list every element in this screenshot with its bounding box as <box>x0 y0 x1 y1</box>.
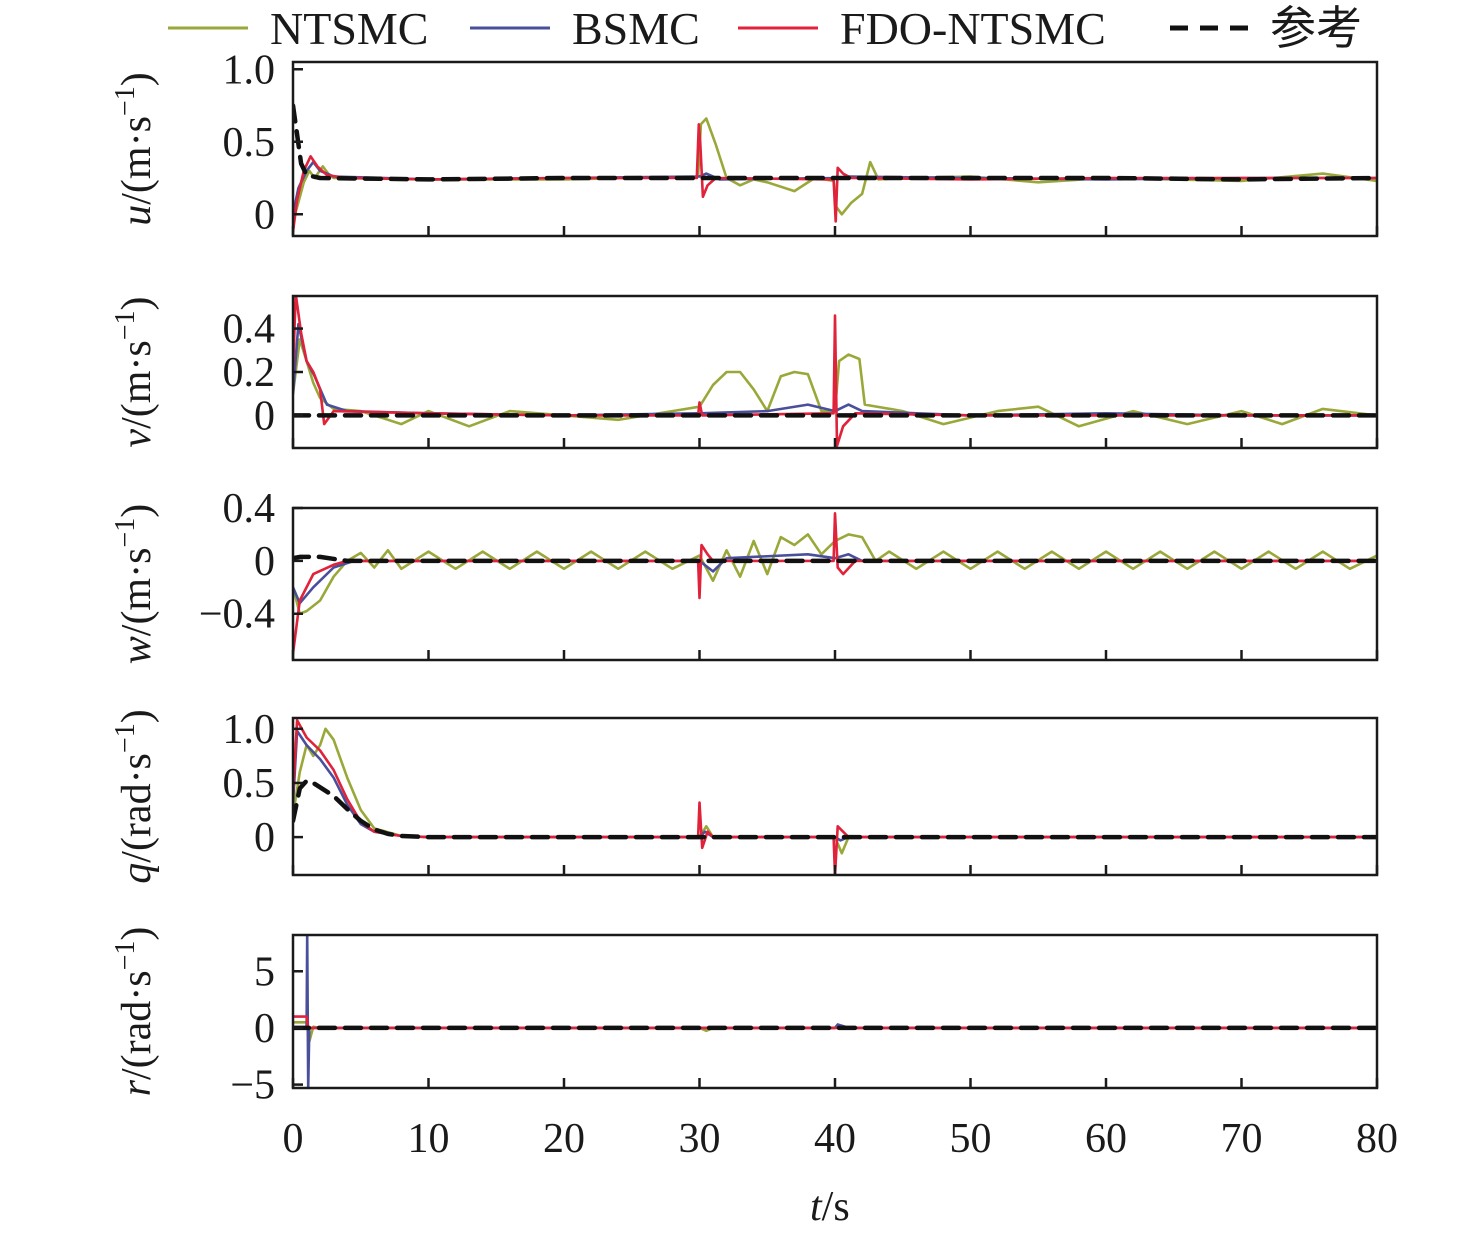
y-tick-label: 1.0 <box>223 707 276 753</box>
x-tick-label: 0 <box>283 1116 304 1162</box>
y-axis-label-sup: −1 <box>110 310 141 340</box>
y-tick-label: 0.4 <box>223 486 276 532</box>
y-tick-label: 0.2 <box>223 350 276 396</box>
x-tick-label: 80 <box>1356 1116 1398 1162</box>
legend-label-bsmc: BSMC <box>572 3 700 54</box>
y-axis-label-close: ) <box>114 709 160 723</box>
x-axis-label-unit: /s <box>822 1184 850 1230</box>
y-axis-label-r: r/(rad·s−1) <box>110 927 160 1097</box>
y-axis-label-w: w/(m·s−1) <box>110 504 160 664</box>
y-axis-label-sup: −1 <box>110 723 141 753</box>
panel-series-group <box>293 103 1377 233</box>
panel-series-group <box>293 718 1377 875</box>
series-line---u <box>293 103 1377 182</box>
y-axis-label-var: u <box>114 205 160 226</box>
y-axis-label-unit: /(m·s <box>114 340 160 429</box>
panel-series-group <box>293 296 1377 448</box>
y-axis-label-close: ) <box>114 72 160 86</box>
series-line---w <box>293 554 1377 564</box>
x-axis-label-var: t <box>810 1184 823 1230</box>
y-axis-label-v: v/(m·s−1) <box>110 296 160 447</box>
legend-label-fdo-ntsmc: FDO-NTSMC <box>840 3 1106 54</box>
y-axis-label-sup: −1 <box>110 86 141 116</box>
y-axis-label-var: r <box>114 1079 160 1096</box>
legend-label-ntsmc: NTSMC <box>270 3 428 54</box>
x-tick-label: 60 <box>1085 1116 1127 1162</box>
y-axis-label-unit: /(m·s <box>114 116 160 205</box>
y-tick-label: 0.5 <box>223 761 276 807</box>
panel-q: 0 0.5 1.0 q/(rad·s−1) <box>110 707 1379 884</box>
y-tick-label: 0 <box>254 539 275 585</box>
y-axis-label-unit: /(rad·s <box>114 970 160 1080</box>
y-axis-label-sup: −1 <box>110 518 141 548</box>
chart-panels: 00.51.0u/(m·s−1)00.20.4v/(m·s−1)−0.400.4… <box>110 47 1398 1162</box>
y-axis-label-var: q <box>114 863 160 884</box>
y-tick-label: 0.5 <box>223 120 276 166</box>
y-axis-label-sup: −1 <box>110 941 141 971</box>
y-axis-label-var: w <box>114 636 160 664</box>
y-tick-label: 0 <box>254 815 275 861</box>
series-line---q <box>293 778 1377 840</box>
legend-label-reference: 参考 <box>1270 3 1362 54</box>
y-tick-label: 0 <box>254 192 275 238</box>
y-axis-label-close: ) <box>114 296 160 310</box>
y-tick-label: −5 <box>230 1063 275 1109</box>
panel-series-group <box>293 511 1377 655</box>
x-axis-label: t/s <box>810 1184 850 1230</box>
panel-u: 0 0.5 1.0 u/(m·s−1) <box>110 47 1379 238</box>
y-tick-label: −0.4 <box>199 592 275 638</box>
y-tick-label: 0 <box>254 393 275 439</box>
x-tick-label: 20 <box>543 1116 585 1162</box>
y-axis-label-close: ) <box>114 927 160 941</box>
panel-w: −0.4 0 0.4 w/(m·s−1) <box>110 486 1379 664</box>
y-tick-label: 5 <box>254 949 275 995</box>
y-axis-label-unit: /(m·s <box>114 548 160 637</box>
series-line-fdo-ntsmc-v <box>293 296 1377 448</box>
x-tick-label: 50 <box>950 1116 992 1162</box>
x-tick-label: 40 <box>814 1116 856 1162</box>
y-axis-label-unit: /(rad·s <box>114 753 160 863</box>
y-tick-label: 0 <box>254 1006 275 1052</box>
y-tick-label: 0.4 <box>223 307 276 353</box>
y-tick-label: 1.0 <box>223 47 276 93</box>
panel-v: 00.20.4 v/(m·s−1) <box>110 294 1379 450</box>
panel-r: −5 0 5 r/(rad·s−1) <box>110 927 1379 1109</box>
y-axis-label-close: ) <box>114 504 160 518</box>
chart-legend: NTSMC BSMC FDO-NTSMC 参考 <box>168 3 1362 54</box>
y-axis-label-q: q/(rad·s−1) <box>110 709 160 883</box>
y-axis-label-u: u/(m·s−1) <box>110 72 160 225</box>
y-axis-label-var: v <box>114 429 160 448</box>
x-tick-label: 70 <box>1221 1116 1263 1162</box>
x-tick-label: 10 <box>408 1116 450 1162</box>
x-tick-label: 30 <box>679 1116 721 1162</box>
panel-series-group <box>293 935 1377 1088</box>
